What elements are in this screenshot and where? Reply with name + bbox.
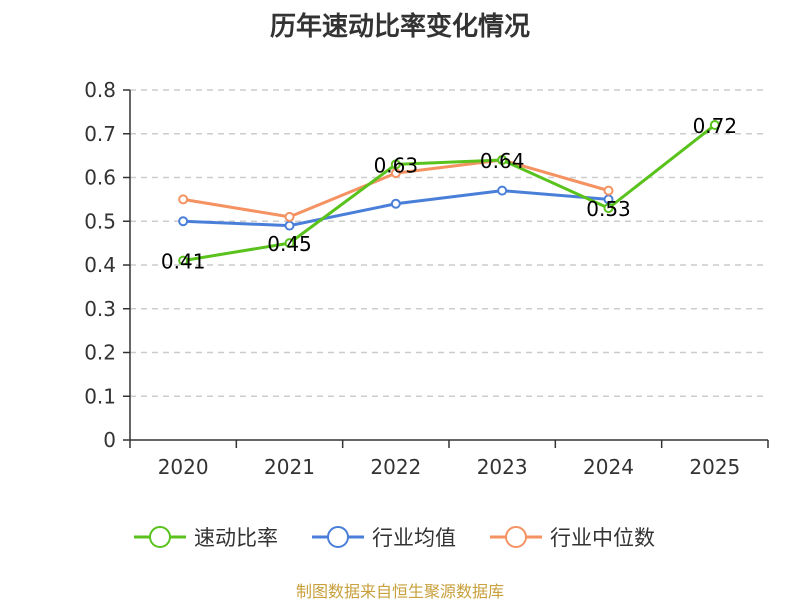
legend-marker-2[interactable] <box>505 526 527 548</box>
series-point-2 <box>178 194 189 205</box>
series-point-0 <box>390 159 401 170</box>
x-tick-label: 2022 <box>370 455 421 479</box>
data-label: 0.41 <box>161 250 206 274</box>
data-label: 0.45 <box>267 232 312 256</box>
legend-marker-1[interactable] <box>327 526 349 548</box>
y-tick-label: 0.8 <box>84 78 116 102</box>
series-point-1 <box>497 185 508 196</box>
data-label: 0.53 <box>586 197 631 221</box>
data-label: 0.64 <box>480 149 525 173</box>
data-label: 0.63 <box>374 153 419 177</box>
series-point-0 <box>709 120 720 130</box>
series-point-1 <box>178 216 189 227</box>
legend-label-1[interactable]: 行业均值 <box>372 526 456 550</box>
series-point-1 <box>284 220 295 231</box>
y-tick-label: 0.7 <box>84 122 116 146</box>
data-label: 0.72 <box>693 114 738 138</box>
legend-label-2[interactable]: 行业中位数 <box>550 526 655 550</box>
y-tick-label: 0.2 <box>84 341 116 365</box>
data-labels: 0.41 0.45 0.63 0.64 0.53 0.72 <box>161 114 737 274</box>
source-footer: 制图数据来自恒生聚源数据库 <box>295 582 504 601</box>
legend-label-0[interactable]: 速动比率 <box>194 526 278 550</box>
y-tick-label: 0.4 <box>84 253 116 277</box>
x-tick-label: 2023 <box>477 455 528 479</box>
y-tick-label: 0.3 <box>84 297 116 321</box>
grid-lines <box>130 89 768 397</box>
x-tick-label: 2024 <box>583 455 634 479</box>
legend: 速动比率 行业均值 行业中位数 <box>134 526 655 550</box>
series-point-0 <box>603 203 614 214</box>
series-point-1 <box>390 198 401 209</box>
y-tick-label: 0 <box>103 428 116 452</box>
series-point-2 <box>284 211 295 222</box>
y-tick-label: 0.6 <box>84 166 116 190</box>
series-point-0 <box>284 238 295 249</box>
series-point-2 <box>603 185 614 196</box>
legend-marker-0[interactable] <box>149 526 171 548</box>
x-tick-label: 2021 <box>264 455 315 479</box>
y-tick-label: 0.5 <box>84 209 116 233</box>
series-point-0 <box>178 255 189 266</box>
series-lines <box>178 120 720 266</box>
y-tick-label: 0.1 <box>84 384 116 408</box>
x-tick-label: 2025 <box>689 455 740 479</box>
axes: 0 0.1 0.2 0.3 0.4 0.5 0.6 0.7 0.8 2020 2021 2022 202… <box>84 78 769 479</box>
series-line-0 <box>182 123 716 263</box>
x-tick-label: 2020 <box>158 455 209 479</box>
series-point-0 <box>497 155 508 165</box>
chart-title: 历年速动比率变化情况 <box>269 12 530 42</box>
